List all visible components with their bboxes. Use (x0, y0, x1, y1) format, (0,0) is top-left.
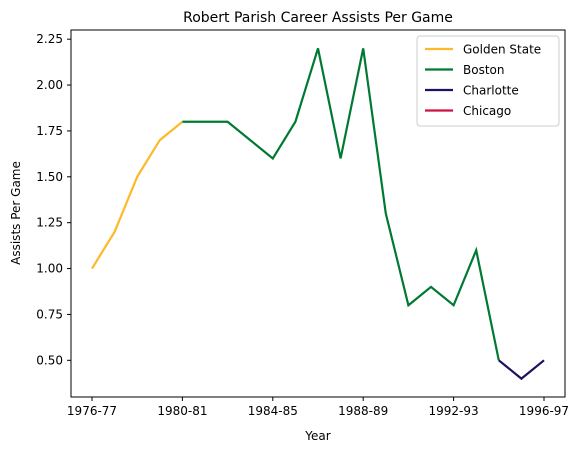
x-axis-title: Year (304, 429, 330, 443)
chart-title: Robert Parish Career Assists Per Game (183, 10, 453, 26)
legend-label-charlotte: Charlotte (463, 84, 519, 98)
y-tick-label: 0.50 (36, 353, 63, 367)
series-line-golden-state (91, 120, 184, 270)
y-axis: 0.50 0.75 1.00 1.25 1.50 1.75 2.00 2.25 (36, 32, 71, 367)
y-tick-label: 1.75 (36, 124, 63, 138)
y-axis-title: Assists Per Game (9, 161, 23, 265)
series-line-boston (182, 48, 500, 361)
x-axis: 1976-77 1980-81 1984-85 1988-89 1992-93 1996-… (67, 397, 569, 418)
plot-lines (91, 48, 545, 381)
legend-box (416, 35, 560, 127)
y-tick-label: 1.00 (36, 262, 63, 276)
y-tick-label: 2.25 (36, 32, 63, 46)
legend: Golden State Boston Charlotte Chicago (416, 35, 560, 127)
legend-label-chicago: Chicago (463, 104, 511, 118)
x-tick-label: 1996-97 (519, 404, 569, 418)
x-tick-label: 1980-81 (157, 404, 207, 418)
y-tick-label: 1.25 (36, 216, 63, 230)
x-tick-label: 1976-77 (67, 404, 117, 418)
legend-label-golden-state: Golden State (463, 43, 541, 57)
y-tick-label: 0.75 (36, 307, 63, 321)
x-tick-label: 1988-89 (338, 404, 388, 418)
y-tick-label: 1.50 (36, 170, 63, 184)
y-tick-label: 2.00 (36, 78, 63, 92)
x-tick-label: 1984-85 (248, 404, 298, 418)
legend-items: Golden State Boston Charlotte Chicago (425, 43, 541, 118)
x-tick-label: 1992-93 (429, 404, 479, 418)
series-line-charlotte (498, 359, 545, 381)
plot-frame (70, 29, 566, 398)
legend-label-boston: Boston (463, 63, 504, 77)
